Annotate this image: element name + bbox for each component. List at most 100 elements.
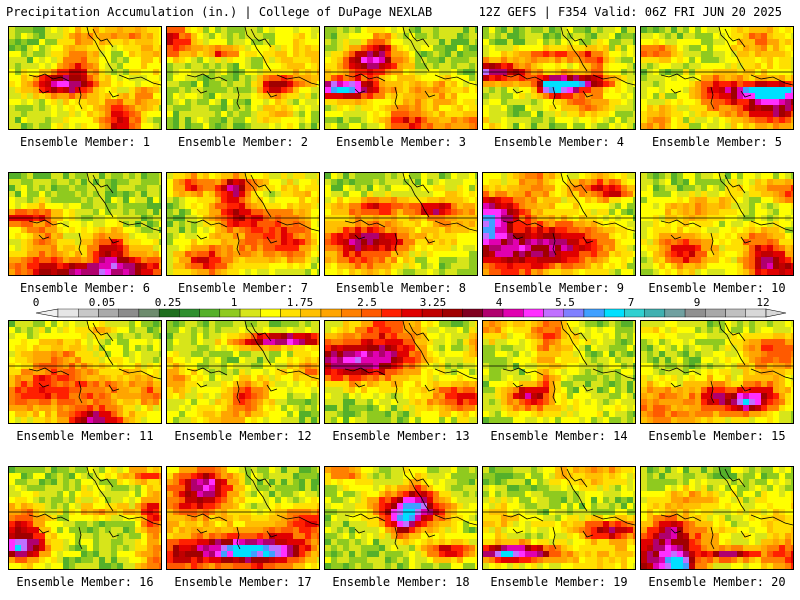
coastline	[394, 526, 399, 550]
coastline	[566, 174, 588, 194]
color-scale-bin	[138, 308, 160, 318]
coastline	[28, 513, 70, 522]
coastline	[186, 367, 228, 376]
color-scale-bin	[158, 308, 180, 318]
coastline	[344, 219, 386, 228]
coastline	[660, 219, 702, 228]
coastline	[724, 174, 746, 194]
coastline	[710, 526, 715, 550]
coastline	[276, 368, 319, 380]
color-scale-bin	[462, 308, 484, 318]
coastline	[78, 526, 83, 550]
color-scale-bin	[401, 308, 423, 318]
color-scale-tick-label: 9	[693, 296, 701, 309]
color-scale-bin	[320, 308, 342, 318]
ensemble-member-label: Ensemble Member: 18	[332, 575, 470, 589]
coastline	[424, 236, 436, 244]
color-scale-bin	[482, 308, 504, 318]
color-scale-bin	[705, 308, 726, 318]
coastline	[512, 234, 524, 240]
coastline	[250, 28, 272, 48]
coastline	[276, 74, 319, 86]
precip-field	[325, 27, 477, 129]
coastline	[266, 384, 278, 392]
ensemble-member-label: Ensemble Member: 15	[648, 429, 786, 443]
color-scale-tick-label: 1.75	[286, 296, 314, 309]
color-scale-bin	[118, 308, 140, 318]
color-scale-bin	[684, 308, 706, 318]
ensemble-member-label: Ensemble Member: 11	[16, 429, 154, 443]
coastline	[582, 530, 594, 538]
coastline	[740, 384, 752, 392]
coastline	[434, 74, 477, 86]
ensemble-member-map	[482, 26, 636, 130]
color-scale-tick-label: 3.25	[419, 296, 447, 309]
coastline	[86, 173, 114, 218]
color-scale-bin	[341, 308, 362, 318]
coastline	[344, 513, 386, 522]
precip-field	[641, 27, 793, 129]
coastline	[502, 73, 544, 82]
color-scale-bin	[280, 308, 301, 318]
coastline	[394, 232, 399, 256]
coastline	[512, 88, 524, 94]
color-scale-bin	[361, 308, 382, 318]
color-scale-tick-label: 0.25	[154, 296, 182, 309]
precip-field	[167, 321, 319, 423]
precip-field	[167, 467, 319, 569]
coastline	[344, 73, 386, 82]
coastline	[408, 28, 430, 48]
coastline	[670, 382, 682, 388]
coastline	[244, 467, 272, 512]
precip-field	[483, 321, 635, 423]
ensemble-member-map	[166, 26, 320, 130]
ensemble-member-label: Ensemble Member: 14	[490, 429, 628, 443]
coastline	[92, 322, 114, 342]
coastline	[236, 86, 241, 110]
coastline	[670, 234, 682, 240]
ensemble-member-map	[324, 26, 478, 130]
coastline	[592, 74, 635, 86]
ensemble-member-label: Ensemble Member: 13	[332, 429, 470, 443]
color-scale-bin	[563, 308, 585, 318]
color-scale-bin	[664, 308, 686, 318]
coastline	[402, 173, 430, 218]
coastline	[718, 173, 746, 218]
coastline	[552, 380, 557, 404]
ensemble-member-map	[166, 466, 320, 570]
precip-field	[9, 173, 161, 275]
coastline	[552, 232, 557, 256]
color-scale-bin	[260, 308, 281, 318]
coastline	[660, 513, 702, 522]
coastline	[78, 232, 83, 256]
coastline	[408, 174, 430, 194]
precip-color-scale	[35, 308, 787, 318]
ensemble-member-label: Ensemble Member: 19	[490, 575, 628, 589]
coastline	[394, 380, 399, 404]
color-scale-bin	[745, 308, 767, 318]
color-scale-bin	[442, 308, 463, 318]
coastline	[750, 220, 793, 232]
coastline	[196, 88, 208, 94]
color-scale-bin	[543, 308, 564, 318]
scale-min-arrow	[35, 308, 59, 318]
coastline	[250, 322, 272, 342]
coastline	[560, 173, 588, 218]
ensemble-member-label: Ensemble Member: 2	[177, 135, 309, 149]
color-scale-bin	[583, 308, 605, 318]
color-scale-tick-label: 7	[627, 296, 635, 309]
coastline	[118, 368, 161, 380]
precip-field	[9, 467, 161, 569]
coastline	[710, 380, 715, 404]
coastline	[108, 90, 120, 98]
ensemble-member-map	[640, 172, 794, 276]
ensemble-member-label: Ensemble Member: 10	[648, 281, 786, 295]
coastline	[724, 28, 746, 48]
ensemble-member-label: Ensemble Member: 7	[177, 281, 309, 295]
coastline	[118, 220, 161, 232]
ensemble-member-label: Ensemble Member: 12	[174, 429, 312, 443]
color-scale-tick-label: 2.5	[357, 296, 377, 309]
coastline	[402, 467, 430, 512]
color-scale-bin	[239, 308, 261, 318]
color-scale-tick-label: 12	[756, 296, 770, 309]
